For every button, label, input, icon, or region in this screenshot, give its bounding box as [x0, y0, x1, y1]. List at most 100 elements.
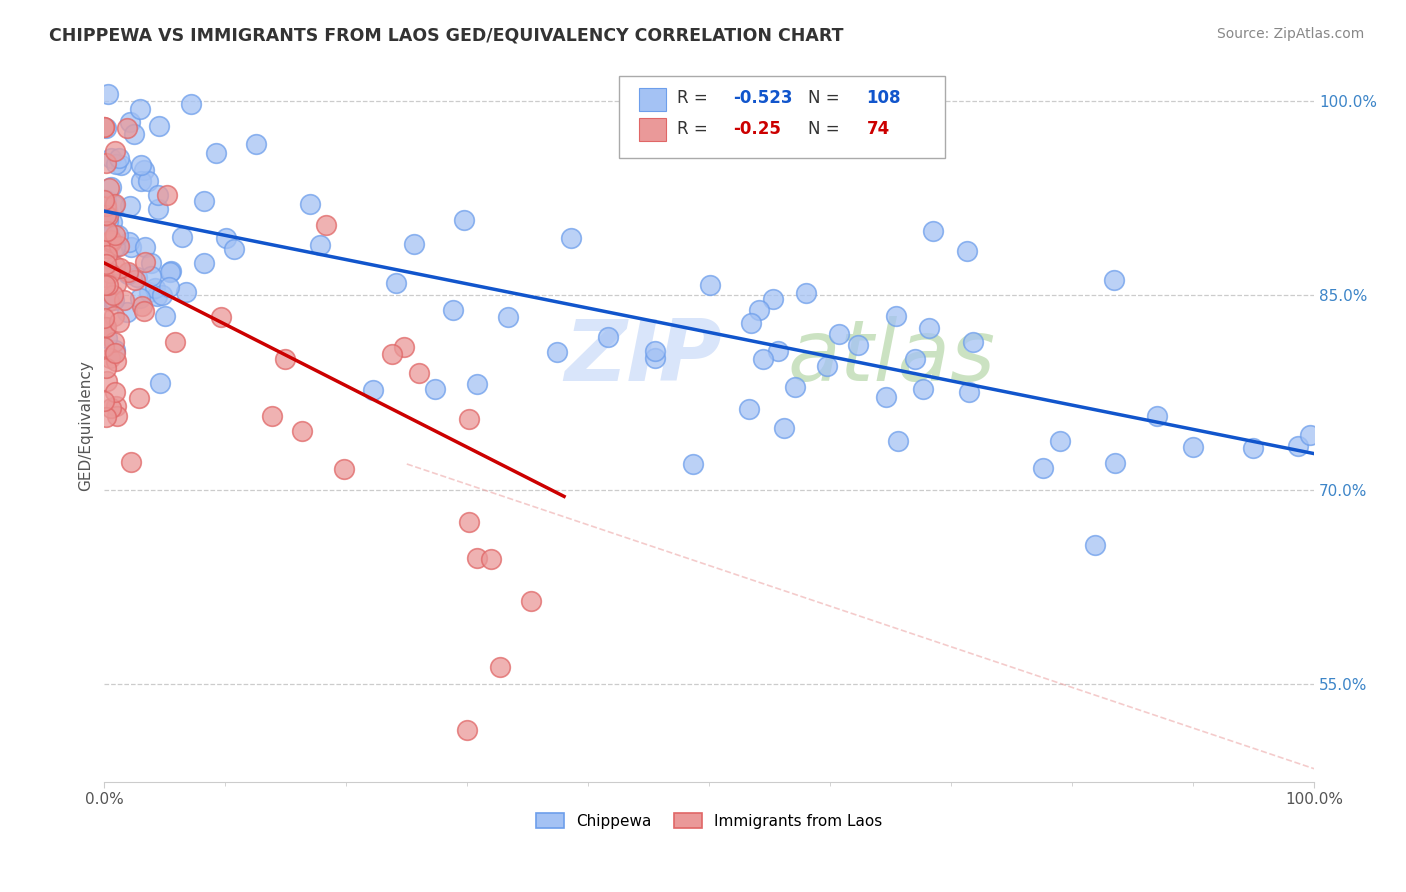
Point	[105, 400, 128, 414]
Point	[104, 354, 127, 368]
Point	[104, 240, 127, 254]
Point	[120, 240, 142, 254]
Point	[138, 285, 160, 299]
Point	[122, 127, 145, 141]
Point	[209, 310, 232, 325]
Point	[148, 120, 170, 134]
Point	[94, 320, 117, 334]
Point	[546, 345, 568, 359]
Point	[441, 302, 464, 317]
Point	[157, 280, 180, 294]
Point	[456, 723, 478, 737]
Point	[245, 136, 267, 151]
Text: R =: R =	[676, 89, 713, 107]
Point	[100, 179, 122, 194]
Point	[815, 359, 838, 374]
Point	[1286, 439, 1309, 453]
Point	[481, 551, 503, 566]
Point	[96, 410, 118, 425]
Point	[699, 277, 721, 292]
Point	[783, 379, 806, 393]
Point	[93, 278, 115, 293]
Point	[103, 198, 125, 212]
Text: Source: ZipAtlas.com: Source: ZipAtlas.com	[1216, 27, 1364, 41]
Point	[117, 264, 139, 278]
Point	[103, 287, 125, 301]
Point	[128, 291, 150, 305]
Point	[215, 231, 238, 245]
Point	[752, 351, 775, 366]
Point	[153, 310, 176, 324]
Point	[127, 269, 149, 284]
Point	[98, 181, 121, 195]
Point	[762, 293, 785, 307]
Text: N =: N =	[808, 120, 845, 138]
Point	[107, 151, 129, 165]
Text: ZIP: ZIP	[564, 316, 721, 399]
Point	[1146, 409, 1168, 423]
Point	[101, 214, 124, 228]
Point	[1084, 538, 1107, 552]
Point	[98, 266, 121, 280]
Point	[103, 197, 125, 211]
Point	[104, 144, 127, 158]
Point	[875, 390, 897, 404]
Point	[117, 121, 139, 136]
Point	[796, 286, 818, 301]
Point	[120, 199, 142, 213]
Point	[96, 231, 118, 245]
Point	[98, 294, 121, 309]
Point	[108, 260, 131, 275]
Point	[105, 409, 128, 423]
Point	[100, 151, 122, 165]
Point	[904, 351, 927, 366]
Point	[159, 265, 181, 279]
Point	[94, 120, 117, 135]
Point	[103, 293, 125, 307]
Point	[644, 343, 666, 358]
Point	[104, 345, 127, 359]
Point	[176, 285, 198, 299]
Point	[96, 208, 118, 222]
Point	[139, 268, 162, 283]
Point	[100, 233, 122, 247]
Point	[962, 334, 984, 349]
Point	[887, 434, 910, 448]
Point	[332, 462, 354, 476]
Point	[96, 242, 118, 256]
Point	[262, 409, 284, 424]
Point	[453, 212, 475, 227]
Point	[520, 593, 543, 607]
Point	[146, 289, 169, 303]
Point	[381, 347, 404, 361]
Point	[146, 188, 169, 202]
Point	[193, 256, 215, 270]
Point	[93, 120, 115, 134]
Point	[465, 550, 488, 565]
Point	[131, 158, 153, 172]
Point	[170, 230, 193, 244]
Point	[596, 330, 619, 344]
Point	[104, 227, 127, 242]
Point	[458, 412, 481, 426]
Point	[141, 255, 163, 269]
Point	[846, 338, 869, 352]
Point	[496, 310, 519, 324]
Point	[315, 219, 337, 233]
Point	[132, 304, 155, 318]
Point	[458, 515, 481, 529]
Point	[156, 188, 179, 202]
Point	[96, 223, 118, 237]
Point	[392, 340, 415, 354]
Point	[274, 352, 297, 367]
Point	[107, 227, 129, 242]
Point	[128, 102, 150, 116]
Point	[97, 209, 120, 223]
Point	[773, 421, 796, 435]
Point	[97, 225, 120, 239]
Point	[105, 277, 128, 291]
Point	[108, 315, 131, 329]
Point	[768, 343, 790, 358]
Bar	[640, 119, 665, 141]
Text: atlas: atlas	[787, 316, 995, 399]
